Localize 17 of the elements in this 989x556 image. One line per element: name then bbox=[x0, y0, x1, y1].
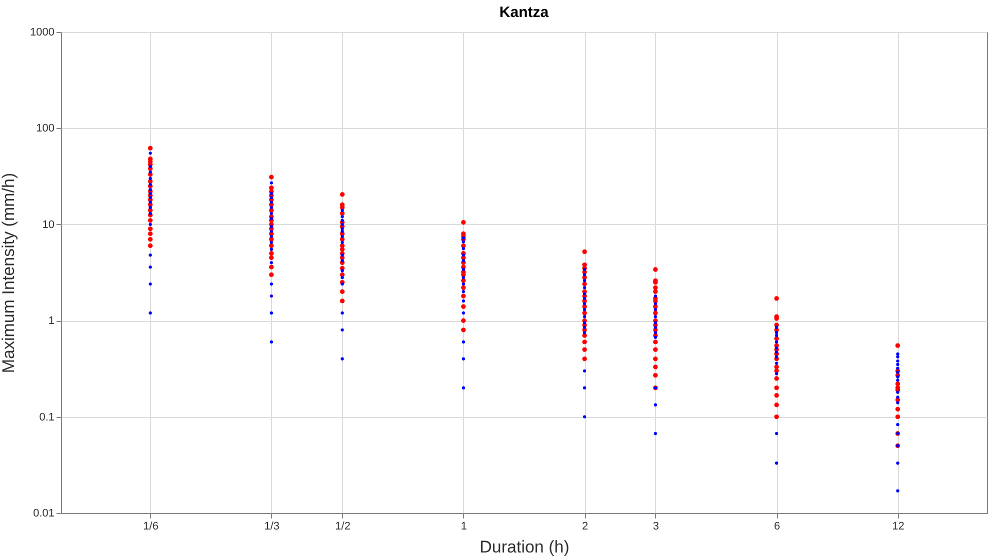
x-tick-label: 1 bbox=[460, 520, 467, 532]
x-tick-label: 1/3 bbox=[264, 520, 280, 532]
x-axis-title: Duration (h) bbox=[480, 538, 570, 556]
chart-title: Kantza bbox=[499, 4, 550, 21]
y-axis-title: Maximum Intensity (mm/h) bbox=[0, 172, 18, 374]
y-tick-label: 0.1 bbox=[39, 411, 54, 424]
x-tick-label: 2 bbox=[582, 520, 588, 532]
y-tick-label: 0.01 bbox=[33, 508, 54, 520]
x-tick-label: 6 bbox=[774, 520, 780, 532]
y-tick-label: 1 bbox=[48, 315, 54, 328]
x-tick-label: 1/6 bbox=[143, 520, 158, 532]
x-tick-label: 12 bbox=[892, 520, 904, 532]
y-tick-label: 10 bbox=[42, 218, 54, 231]
y-tick-label: 100 bbox=[36, 122, 54, 135]
x-tick-label: 3 bbox=[652, 520, 659, 532]
y-tick-label: 1000 bbox=[30, 26, 54, 38]
x-tick-label: 1/2 bbox=[335, 520, 350, 532]
